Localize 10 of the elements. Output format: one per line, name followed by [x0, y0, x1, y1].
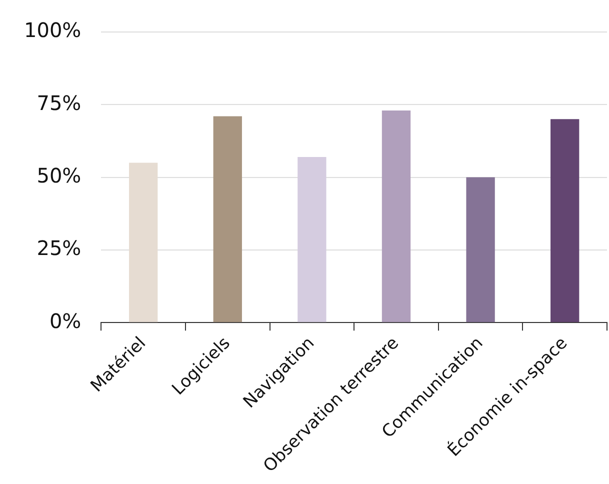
bar: [382, 110, 411, 322]
bar: [550, 119, 580, 322]
bar: [298, 156, 326, 322]
bar: [213, 116, 242, 322]
y-tick-label: 0%: [49, 308, 82, 333]
bar: [466, 177, 495, 322]
y-tick-label: 75%: [36, 90, 82, 115]
y-tick-label: 100%: [24, 18, 82, 42]
y-tick-label: 25%: [36, 236, 82, 260]
y-tick-label: 50%: [36, 164, 82, 188]
